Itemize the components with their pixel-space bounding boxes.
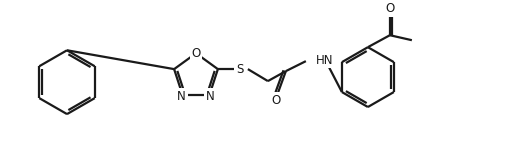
Text: N: N xyxy=(177,90,186,103)
Text: O: O xyxy=(191,47,201,60)
Text: HN: HN xyxy=(316,54,333,67)
Text: O: O xyxy=(271,94,280,107)
Text: S: S xyxy=(236,63,244,76)
Text: O: O xyxy=(385,2,394,15)
Text: N: N xyxy=(206,90,215,103)
